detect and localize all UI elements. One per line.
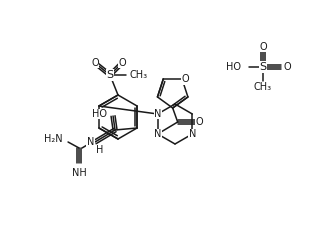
Text: H₂N: H₂N [44, 134, 63, 144]
Text: H: H [96, 145, 104, 155]
Text: N: N [154, 109, 161, 119]
Text: S: S [259, 62, 267, 72]
Text: CH₃: CH₃ [130, 70, 148, 80]
Text: N: N [87, 137, 94, 147]
Text: CH₃: CH₃ [254, 82, 272, 92]
Text: O: O [196, 117, 203, 127]
Text: O: O [259, 42, 267, 52]
Text: N: N [154, 129, 161, 139]
Text: NH: NH [72, 168, 86, 178]
Text: N: N [189, 129, 196, 139]
Text: S: S [106, 70, 113, 80]
Text: O: O [181, 74, 189, 84]
Text: HO: HO [92, 109, 107, 119]
Text: O: O [118, 58, 126, 68]
Text: O: O [91, 58, 99, 68]
Text: HO: HO [226, 62, 241, 72]
Text: O: O [283, 62, 291, 72]
